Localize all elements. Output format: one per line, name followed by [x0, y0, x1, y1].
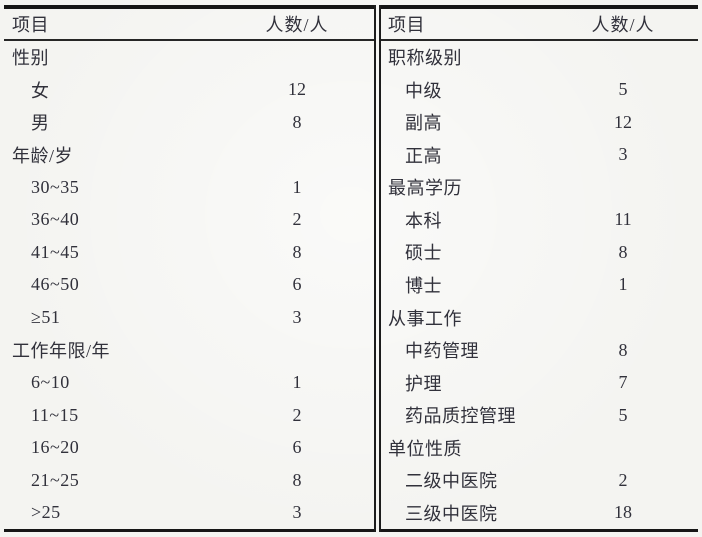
table-row: 46~50 6: [4, 269, 374, 302]
row-label: 正高: [405, 145, 442, 166]
row-label: 最高学历: [388, 178, 462, 199]
row-value: 8: [618, 241, 628, 262]
table-row: 本科 11: [381, 204, 698, 237]
left-header-item: 项目: [12, 15, 49, 35]
row-label: 硕士: [405, 243, 442, 264]
row-label: 工作年限/年: [12, 341, 111, 362]
row-value: 6: [292, 437, 302, 458]
row-label: 21~25: [31, 469, 80, 490]
row-label: 年龄/岁: [12, 145, 74, 166]
table-row: 单位性质: [381, 431, 698, 464]
row-label: 本科: [405, 210, 442, 231]
row-value: 11: [614, 209, 632, 230]
table-row: 女 12: [4, 74, 374, 107]
row-label: 男: [31, 113, 50, 134]
row-value: 1: [292, 372, 302, 393]
table-row: 博士 1: [381, 269, 698, 302]
table-row: 三级中医院 18: [381, 496, 698, 529]
row-value: 7: [618, 372, 628, 393]
row-label: 从事工作: [388, 308, 462, 329]
row-label: 30~35: [31, 176, 80, 197]
row-label: 单位性质: [388, 438, 462, 459]
table-row: 药品质控管理 5: [381, 399, 698, 432]
row-label: 中级: [405, 80, 442, 101]
table-row: ≥51 3: [4, 301, 374, 334]
row-label: ≥51: [31, 307, 61, 328]
table-row: 年龄/岁: [4, 139, 374, 172]
row-label: 46~50: [31, 274, 80, 295]
row-label: 副高: [405, 113, 442, 134]
row-label: 中药管理: [405, 341, 479, 362]
row-label: 6~10: [31, 372, 70, 393]
left-header-row: 项目 人数/人: [4, 9, 374, 41]
row-value: 8: [292, 469, 302, 490]
row-label: 护理: [405, 373, 442, 394]
table-row: 21~25 8: [4, 464, 374, 497]
row-value: 1: [618, 274, 628, 295]
row-value: 3: [618, 144, 628, 165]
row-label: 职称级别: [388, 48, 462, 69]
row-value: 1: [292, 176, 302, 197]
table-row: 中级 5: [381, 74, 698, 107]
right-header-row: 项目 人数/人: [381, 9, 698, 41]
row-label: 药品质控管理: [405, 406, 516, 427]
table-row: 36~40 2: [4, 204, 374, 237]
row-label: 二级中医院: [405, 471, 498, 492]
table-row: 41~45 8: [4, 236, 374, 269]
table-row: 副高 12: [381, 106, 698, 139]
table-row: 11~15 2: [4, 399, 374, 432]
table-row: 硕士 8: [381, 236, 698, 269]
row-value: 2: [292, 209, 302, 230]
table-row: 护理 7: [381, 366, 698, 399]
table-row: 最高学历: [381, 171, 698, 204]
right-rows: 职称级别 中级 5 副高 12 正高 3 最高学历 本科 11 硕士 8 博士 1 从事工作…: [381, 41, 698, 529]
left-header-count: 人数/人: [265, 15, 329, 35]
table-right-panel: 项目 人数/人 职称级别 中级 5 副高 12 正高 3 最高学历 本科 11 硕士 8 …: [381, 5, 698, 532]
row-value: 12: [614, 111, 632, 132]
row-value: 18: [614, 502, 632, 523]
row-value: 3: [292, 307, 302, 328]
table-row: 30~35 1: [4, 171, 374, 204]
row-label: 41~45: [31, 241, 80, 262]
table-row: 工作年限/年: [4, 334, 374, 367]
row-label: 性别: [12, 48, 49, 69]
table-row: 二级中医院 2: [381, 464, 698, 497]
table-row: 职称级别: [381, 41, 698, 74]
row-value: 5: [618, 404, 628, 425]
table-row: 性别: [4, 41, 374, 74]
right-header-count: 人数/人: [591, 15, 655, 35]
row-value: 3: [292, 502, 302, 523]
table-row: 正高 3: [381, 139, 698, 172]
row-value: 8: [618, 339, 628, 360]
row-label: 三级中医院: [405, 503, 498, 524]
table-row: 16~20 6: [4, 431, 374, 464]
row-value: 8: [292, 241, 302, 262]
row-value: 8: [292, 111, 302, 132]
row-label: 博士: [405, 275, 442, 296]
row-value: 2: [618, 469, 628, 490]
row-value: 6: [292, 274, 302, 295]
double-rule-divider: [374, 5, 381, 532]
table-row: 从事工作: [381, 301, 698, 334]
table-row: >25 3: [4, 496, 374, 529]
table-row: 6~10 1: [4, 366, 374, 399]
row-value: 5: [618, 79, 628, 100]
row-value: 12: [288, 79, 306, 100]
row-label: 36~40: [31, 209, 80, 230]
row-label: 11~15: [31, 404, 79, 425]
row-label: >25: [31, 502, 61, 523]
row-value: 2: [292, 404, 302, 425]
row-label: 16~20: [31, 437, 80, 458]
table-row: 中药管理 8: [381, 334, 698, 367]
row-label: 女: [31, 80, 50, 101]
right-header-item: 项目: [388, 15, 425, 35]
